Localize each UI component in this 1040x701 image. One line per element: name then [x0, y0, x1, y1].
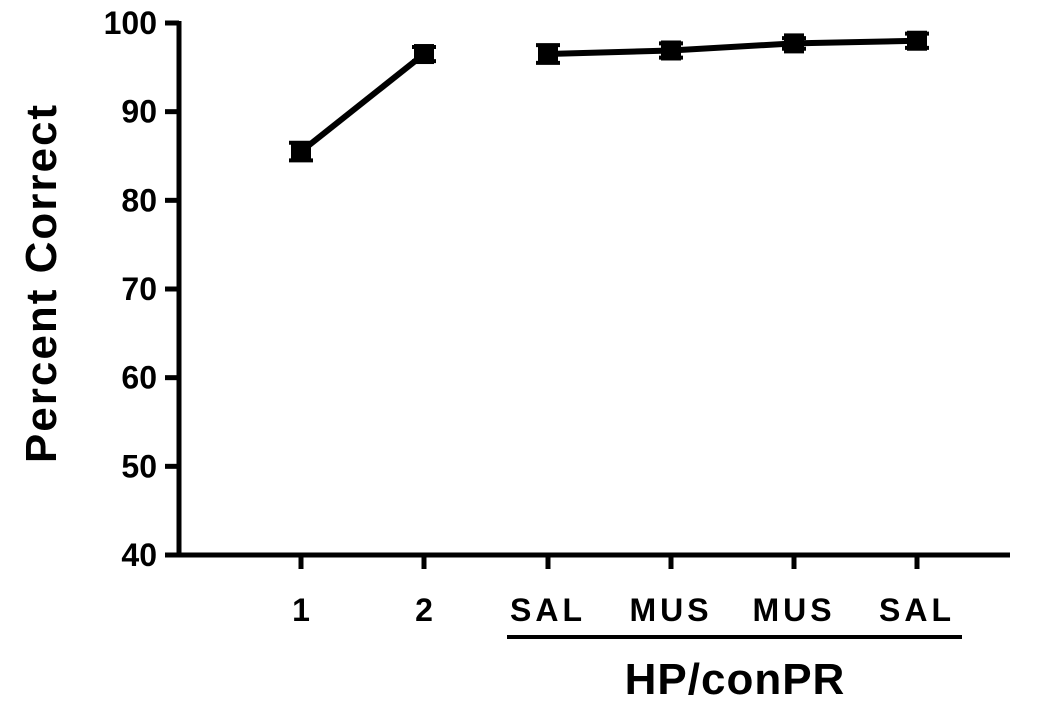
x-tick-label: MUS: [752, 592, 835, 628]
x-tick-label: SAL: [879, 592, 955, 628]
x-tick-label: SAL: [510, 592, 586, 628]
x-tick-label: 1: [292, 592, 310, 628]
y-tick-label: 60: [121, 360, 157, 396]
x-tick-label: 2: [415, 592, 433, 628]
data-point-marker: [661, 40, 681, 61]
data-point-marker: [291, 141, 311, 162]
y-tick-label: 50: [121, 448, 157, 484]
x-ticks: 1 2 SAL MUS MUS SAL: [292, 555, 955, 628]
y-tick-label: 80: [121, 182, 157, 218]
y-tick-label: 40: [121, 537, 157, 573]
data-point-marker: [414, 44, 434, 65]
data-point-marker: [907, 30, 927, 51]
group-label: HP/conPR: [625, 655, 846, 701]
axes: [176, 21, 1010, 558]
series-lines: [299, 37, 918, 154]
series-line: [547, 37, 918, 58]
y-tick-label: 100: [104, 5, 157, 41]
y-ticks: 40 50 60 70 80 90 100: [104, 5, 179, 573]
data-points: [289, 30, 929, 163]
series-line: [299, 51, 426, 154]
x-tick-label: MUS: [629, 592, 712, 628]
y-tick-label: 90: [121, 94, 157, 130]
y-tick-label: 70: [121, 271, 157, 307]
data-point-marker: [538, 44, 558, 65]
y-axis-label: Percent Correct: [17, 103, 66, 463]
data-point-marker: [784, 33, 804, 54]
